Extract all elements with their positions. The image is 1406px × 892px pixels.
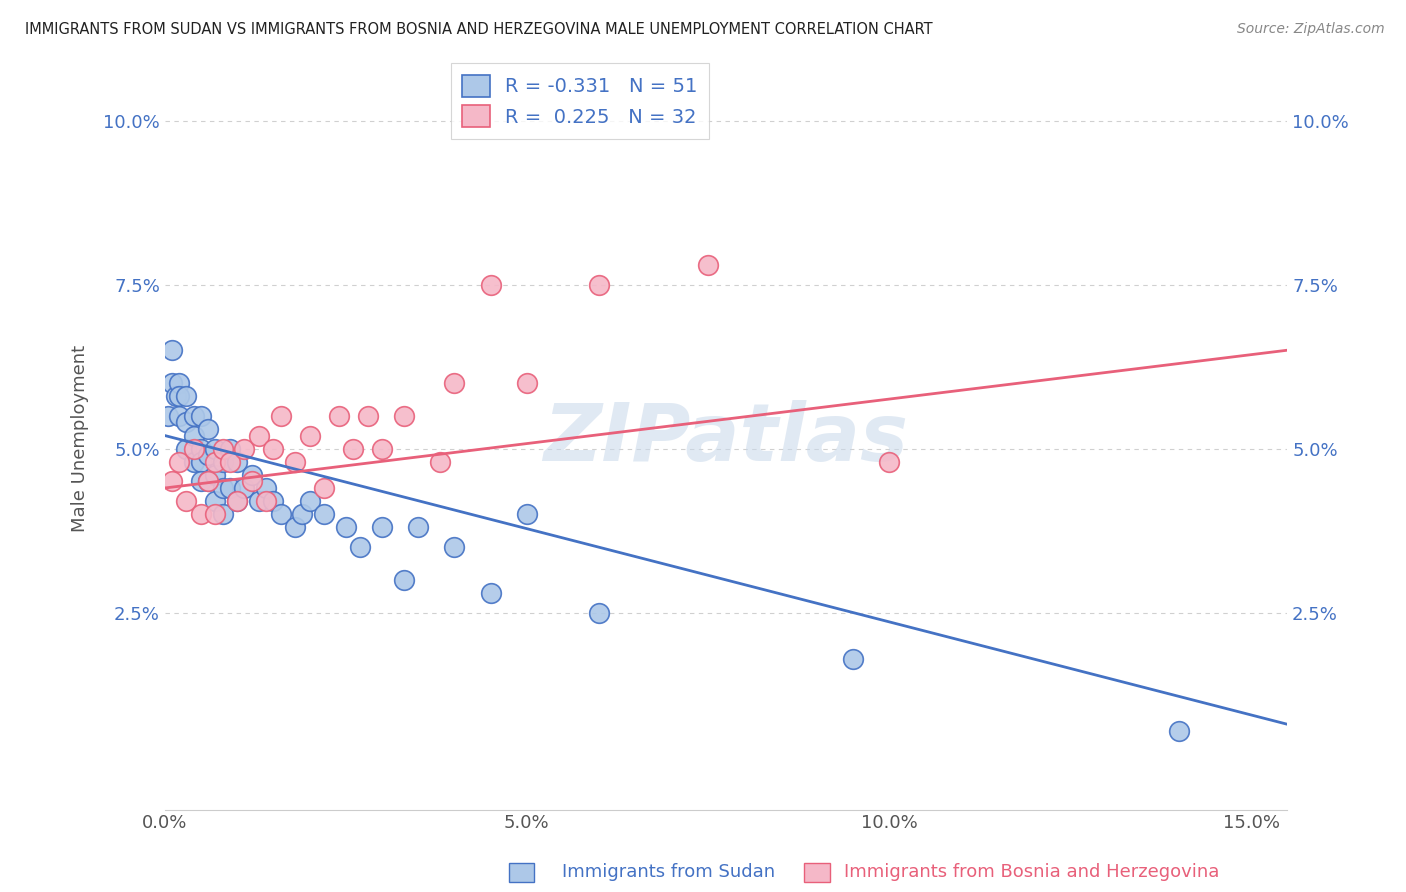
Point (1167, 723, 1189, 738)
Point (167, 455, 190, 469)
Point (298, 494, 321, 508)
Point (284, 520, 307, 534)
Point (165, 389, 187, 403)
Point (204, 467, 226, 482)
Point (479, 277, 502, 292)
Point (588, 277, 610, 292)
Point (197, 448, 219, 462)
Point (204, 455, 226, 469)
Point (167, 409, 190, 423)
Point (219, 455, 242, 469)
Point (167, 389, 190, 403)
Point (247, 428, 270, 442)
Point (371, 442, 394, 456)
Point (160, 343, 183, 358)
Point (254, 481, 277, 495)
Text: IMMIGRANTS FROM SUDAN VS IMMIGRANTS FROM BOSNIA AND HERZEGOVINA MALE UNEMPLOYMEN: IMMIGRANTS FROM SUDAN VS IMMIGRANTS FROM… (25, 22, 934, 37)
Y-axis label: Male Unemployment: Male Unemployment (72, 345, 89, 533)
Point (190, 475, 212, 489)
Point (176, 389, 198, 403)
Point (841, 651, 863, 665)
Point (190, 455, 212, 469)
Point (429, 455, 451, 469)
Point (176, 494, 198, 508)
Text: Source: ZipAtlas.com: Source: ZipAtlas.com (1237, 22, 1385, 37)
Point (190, 409, 212, 423)
Point (877, 455, 900, 469)
Point (371, 520, 394, 534)
Text: Immigrants from Bosnia and Herzegovina: Immigrants from Bosnia and Herzegovina (844, 863, 1219, 881)
Point (298, 428, 321, 442)
Point (176, 416, 198, 430)
Point (211, 442, 233, 456)
Point (160, 376, 183, 390)
Point (254, 494, 277, 508)
Point (247, 494, 270, 508)
Point (183, 409, 205, 423)
Point (335, 520, 357, 534)
Point (226, 494, 249, 508)
Point (443, 376, 465, 390)
Point (211, 508, 233, 522)
Point (349, 540, 371, 554)
Point (226, 494, 249, 508)
Point (219, 442, 242, 456)
Point (392, 409, 415, 423)
Point (197, 422, 219, 436)
Point (190, 508, 212, 522)
Point (392, 573, 415, 587)
Point (516, 508, 538, 522)
Text: ZIPatlas: ZIPatlas (544, 400, 908, 478)
Point (262, 494, 284, 508)
Point (190, 442, 212, 456)
Point (588, 606, 610, 620)
Point (479, 586, 502, 600)
Point (240, 475, 263, 489)
Point (284, 455, 307, 469)
Point (291, 508, 314, 522)
Point (176, 442, 198, 456)
Point (356, 409, 378, 423)
Point (183, 428, 205, 442)
Point (211, 481, 233, 495)
Point (443, 540, 465, 554)
Point (219, 481, 242, 495)
Point (270, 409, 292, 423)
Point (204, 442, 226, 456)
Point (312, 508, 335, 522)
Point (233, 442, 256, 456)
Point (262, 442, 284, 456)
Point (270, 508, 292, 522)
Point (342, 442, 364, 456)
Point (696, 258, 718, 272)
Point (197, 475, 219, 489)
Point (157, 409, 180, 423)
Point (406, 520, 429, 534)
Point (233, 481, 256, 495)
Point (226, 455, 249, 469)
Point (240, 467, 263, 482)
Point (516, 376, 538, 390)
Point (183, 455, 205, 469)
Point (312, 481, 335, 495)
Point (204, 508, 226, 522)
Point (183, 442, 205, 456)
Point (167, 376, 190, 390)
Point (211, 455, 233, 469)
Point (160, 475, 183, 489)
Legend: R = -0.331   N = 51, R =  0.225   N = 32: R = -0.331 N = 51, R = 0.225 N = 32 (451, 63, 709, 139)
Point (197, 475, 219, 489)
Point (328, 409, 350, 423)
Point (204, 494, 226, 508)
Text: Immigrants from Sudan: Immigrants from Sudan (562, 863, 776, 881)
